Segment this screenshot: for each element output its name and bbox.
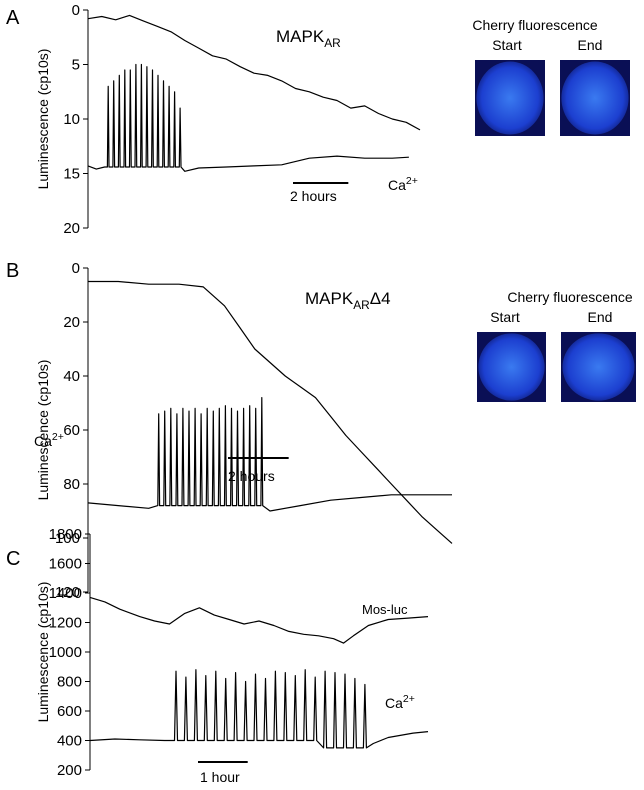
- annotation: Mos-luc: [362, 602, 408, 617]
- y-tick-label: 1000: [49, 644, 82, 661]
- y-tick-label: 1200: [49, 615, 82, 632]
- y-tick-label: 5: [72, 57, 80, 74]
- annotation-text: Mos-luc: [362, 602, 408, 617]
- annotation-sup: 2+: [52, 431, 64, 443]
- y-tick-label: 80: [63, 476, 80, 493]
- scale-bar-label: 1 hour: [200, 769, 240, 785]
- y-axis-label: Luminescence (cp10s): [35, 582, 51, 723]
- y-tick-label: 1800: [49, 526, 82, 543]
- annotation-sub: AR: [353, 298, 370, 312]
- y-tick-label: 20: [63, 314, 80, 331]
- annotation-tail: Δ4: [370, 289, 391, 308]
- y-axis-label: Luminescence (cp10s): [35, 49, 51, 190]
- annotation: Ca2+: [385, 693, 415, 711]
- y-tick-label: 0: [72, 260, 80, 277]
- fluorescence-cell: [561, 61, 629, 135]
- y-tick-label: 200: [57, 762, 82, 779]
- annotation: Ca2+: [34, 431, 64, 449]
- y-tick-label: 120: [55, 584, 80, 601]
- y-axis-label: Luminescence (cp10s): [35, 360, 51, 501]
- y-tick-label: 600: [57, 703, 82, 720]
- annotation: MAPKARΔ4: [305, 289, 391, 312]
- y-tick-label: 10: [63, 111, 80, 128]
- annotation-text: Ca: [388, 177, 406, 193]
- panel-letter: A: [6, 7, 20, 29]
- trace: [87, 397, 452, 512]
- panel-letter: B: [6, 260, 19, 282]
- trace: [89, 669, 429, 749]
- fluorescence-cell: [562, 333, 635, 401]
- image-title: Cherry fluorescence: [507, 289, 632, 305]
- image-label: Start: [490, 309, 520, 325]
- trace: [87, 63, 409, 172]
- scale-bar-label: 2 hours: [228, 468, 275, 484]
- fluorescence-cell: [478, 333, 545, 401]
- image-label: End: [578, 37, 603, 53]
- annotation-text: Ca: [34, 433, 52, 449]
- fluorescence-cell: [476, 61, 544, 135]
- trace: [89, 596, 429, 644]
- y-tick-label: 15: [63, 166, 80, 183]
- y-tick-label: 100: [55, 530, 80, 547]
- scale-bar-label: 2 hours: [290, 188, 337, 204]
- y-tick-label: 800: [57, 674, 82, 691]
- y-tick-label: 60: [63, 422, 80, 439]
- y-tick-label: 20: [63, 220, 80, 237]
- annotation: MAPKAR: [276, 27, 341, 50]
- y-tick-label: 40: [63, 368, 80, 385]
- annotation-sup: 2+: [403, 693, 415, 705]
- y-tick-label: 1400: [49, 585, 82, 602]
- annotation-text: Ca: [385, 695, 403, 711]
- image-label: End: [588, 309, 613, 325]
- panel-letter: C: [6, 548, 20, 570]
- trace: [87, 14, 421, 131]
- image-label: Start: [492, 37, 522, 53]
- annotation-sub: AR: [324, 36, 341, 50]
- annotation-text: MAPK: [305, 289, 354, 308]
- trace: [88, 280, 453, 544]
- annotation: Ca2+: [388, 175, 418, 193]
- y-tick-label: 400: [57, 733, 82, 750]
- image-title: Cherry fluorescence: [472, 17, 597, 33]
- annotation-text: MAPK: [276, 27, 325, 46]
- annotation-sup: 2+: [406, 175, 418, 187]
- y-tick-label: 0: [72, 2, 80, 19]
- y-tick-label: 1600: [49, 556, 82, 573]
